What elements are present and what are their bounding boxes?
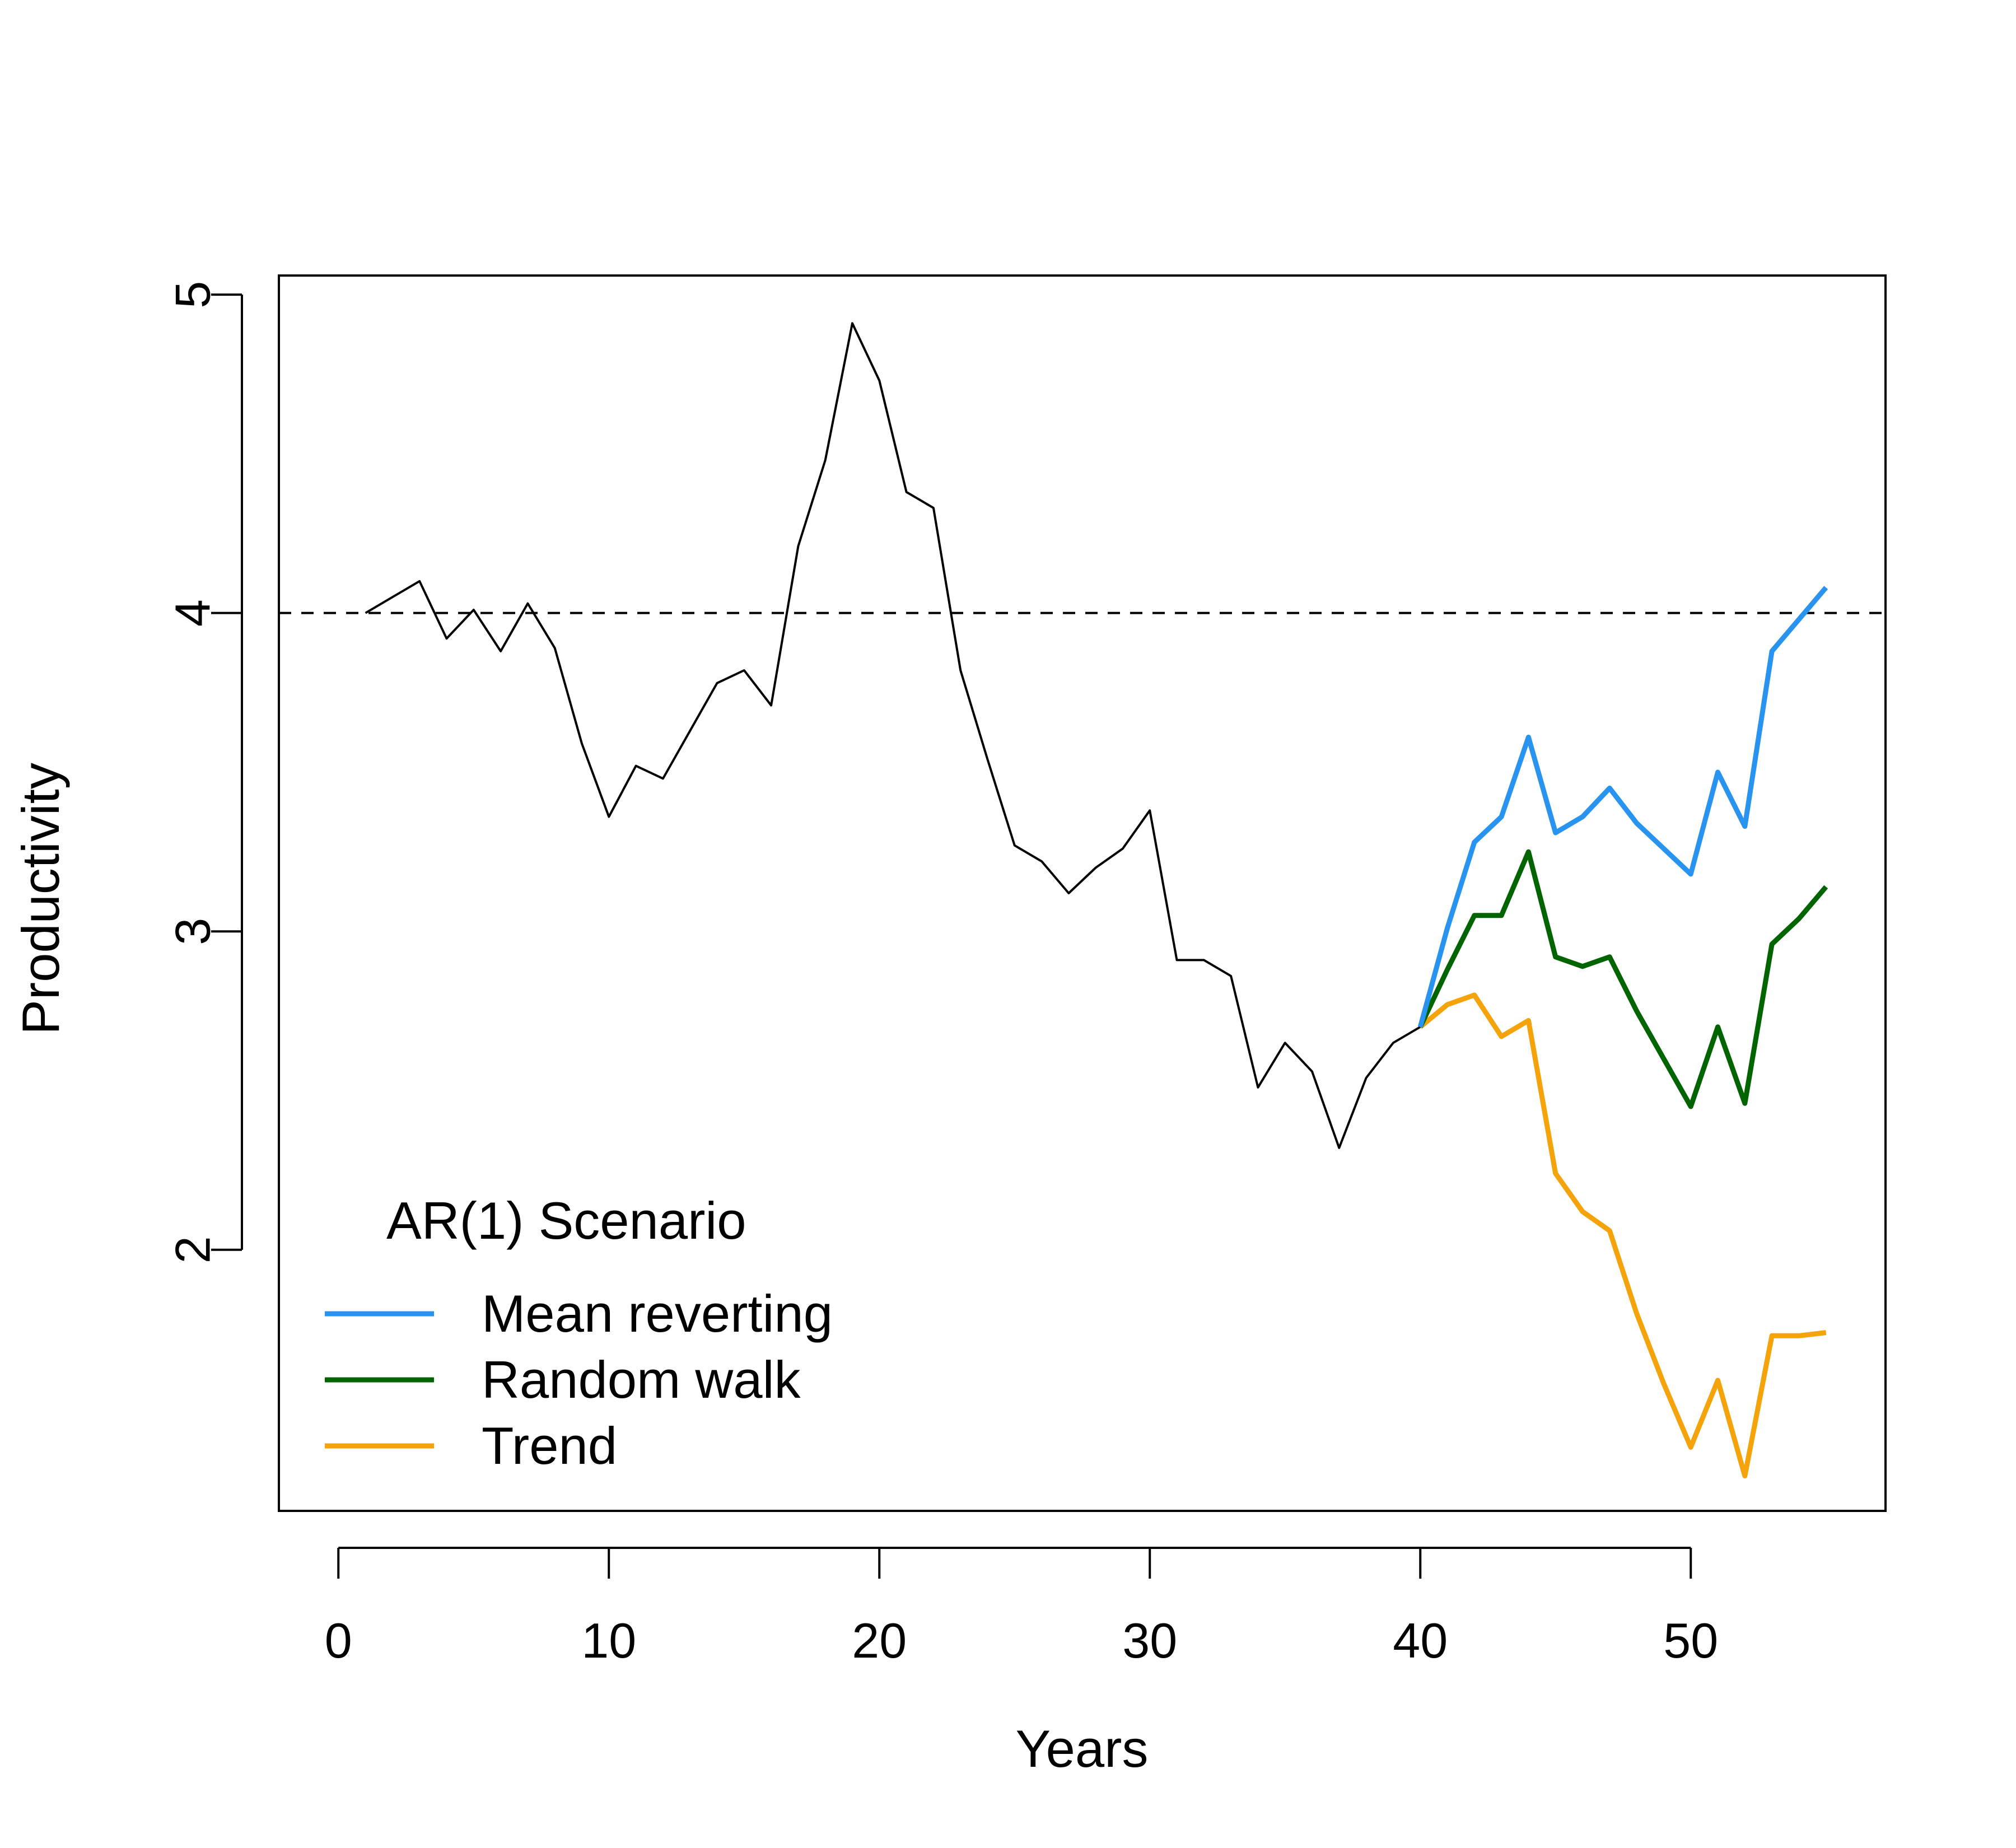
x-tick-label: 10 — [581, 1613, 636, 1668]
x-axis-title: Years — [1016, 1719, 1149, 1778]
x-tick-label: 0 — [325, 1613, 352, 1668]
legend-label: Random walk — [482, 1350, 801, 1409]
series-line-trend — [1418, 992, 1827, 1478]
y-tick-label: 3 — [165, 918, 221, 945]
x-tick-label: 40 — [1393, 1613, 1448, 1668]
plot-frame — [278, 274, 1887, 1512]
y-axis-title: Productivity — [11, 763, 70, 1035]
legend-label: Mean reverting — [482, 1284, 833, 1343]
legend-title: AR(1) Scenario — [386, 1191, 746, 1250]
legend: AR(1) Scenario Mean reverting Random walk… — [325, 1191, 833, 1475]
series-line-mean-reverting — [1417, 586, 1828, 1028]
history-line — [365, 322, 1421, 1149]
x-tick-label: 50 — [1663, 1613, 1718, 1668]
x-tick-label: 20 — [852, 1613, 907, 1668]
y-tick-label: 2 — [165, 1236, 221, 1263]
y-tick-label: 4 — [165, 599, 221, 627]
legend-label: Trend — [482, 1416, 617, 1475]
x-tick-label: 30 — [1122, 1613, 1177, 1668]
series-line-random-walk — [1418, 849, 1828, 1109]
axes-group: 0 10 20 30 40 50 2 3 4 5 — [165, 274, 1887, 1668]
series-group — [365, 322, 1828, 1478]
y-tick-label: 5 — [165, 281, 221, 309]
